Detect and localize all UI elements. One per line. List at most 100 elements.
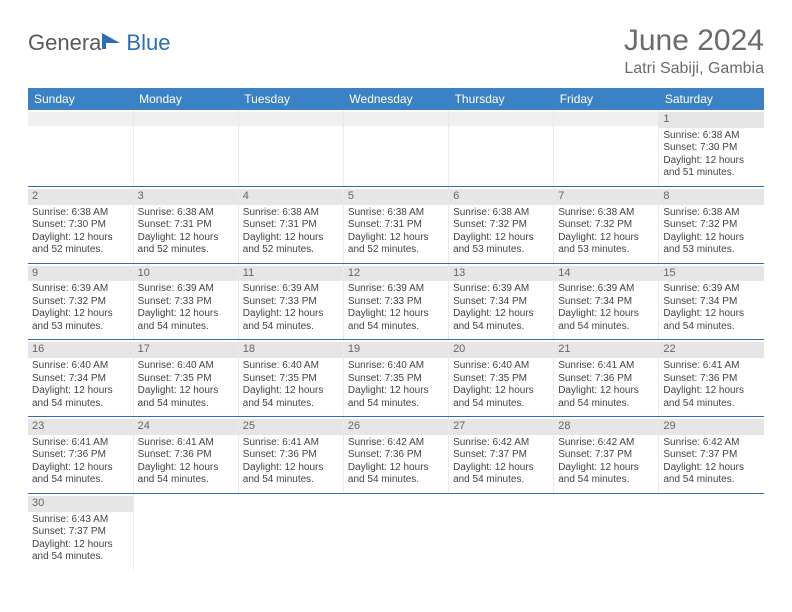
- day-number: 12: [344, 266, 448, 282]
- sunrise-text: Sunrise: 6:41 AM: [32, 437, 129, 450]
- title-block: June 2024 Latri Sabiji, Gambia: [624, 24, 764, 78]
- daylight-text: Daylight: 12 hours and 54 minutes.: [138, 385, 234, 410]
- sunrise-text: Sunrise: 6:38 AM: [243, 207, 339, 220]
- day-cell: 16Sunrise: 6:40 AMSunset: 7:34 PMDayligh…: [28, 340, 133, 417]
- sunset-text: Sunset: 7:35 PM: [138, 373, 234, 386]
- daylight-text: Daylight: 12 hours and 54 minutes.: [348, 462, 444, 487]
- day-number: 9: [28, 266, 133, 282]
- daylight-text: Daylight: 12 hours and 53 minutes.: [453, 232, 549, 257]
- daylight-text: Daylight: 12 hours and 53 minutes.: [663, 232, 760, 257]
- day-cell: 12Sunrise: 6:39 AMSunset: 7:33 PMDayligh…: [343, 263, 448, 340]
- sunset-text: Sunset: 7:36 PM: [663, 373, 760, 386]
- sunrise-text: Sunrise: 6:41 AM: [558, 360, 654, 373]
- sunrise-text: Sunrise: 6:39 AM: [348, 283, 444, 296]
- sunset-text: Sunset: 7:32 PM: [453, 219, 549, 232]
- day-number: 30: [28, 496, 133, 512]
- calendar-table: SundayMondayTuesdayWednesdayThursdayFrid…: [28, 88, 764, 570]
- calendar-row: 9Sunrise: 6:39 AMSunset: 7:32 PMDaylight…: [28, 263, 764, 340]
- daylight-text: Daylight: 12 hours and 54 minutes.: [348, 385, 444, 410]
- empty-cell: [28, 110, 133, 186]
- day-cell: 20Sunrise: 6:40 AMSunset: 7:35 PMDayligh…: [449, 340, 554, 417]
- sunrise-text: Sunrise: 6:41 AM: [243, 437, 339, 450]
- day-cell: 13Sunrise: 6:39 AMSunset: 7:34 PMDayligh…: [449, 263, 554, 340]
- daylight-text: Daylight: 12 hours and 54 minutes.: [32, 539, 129, 564]
- day-number: 2: [28, 189, 133, 205]
- daylight-text: Daylight: 12 hours and 51 minutes.: [663, 155, 760, 180]
- day-cell: 30Sunrise: 6:43 AMSunset: 7:37 PMDayligh…: [28, 493, 133, 569]
- daylight-text: Daylight: 12 hours and 54 minutes.: [663, 308, 760, 333]
- sunset-text: Sunset: 7:36 PM: [243, 449, 339, 462]
- empty-cell: [133, 110, 238, 186]
- sunset-text: Sunset: 7:34 PM: [32, 373, 129, 386]
- day-number: 22: [659, 342, 764, 358]
- sunset-text: Sunset: 7:36 PM: [348, 449, 444, 462]
- daylight-text: Daylight: 12 hours and 54 minutes.: [138, 462, 234, 487]
- day-number: 25: [239, 419, 343, 435]
- day-number: 5: [344, 189, 448, 205]
- empty-cell: [133, 493, 238, 569]
- sunset-text: Sunset: 7:32 PM: [32, 296, 129, 309]
- sunset-text: Sunset: 7:32 PM: [558, 219, 654, 232]
- sunset-text: Sunset: 7:30 PM: [32, 219, 129, 232]
- sunset-text: Sunset: 7:31 PM: [348, 219, 444, 232]
- day-cell: 2 Sunrise: 6:38 AMSunset: 7:30 PMDaylight…: [28, 186, 133, 263]
- daylight-text: Daylight: 12 hours and 54 minutes.: [558, 385, 654, 410]
- calendar-row: 1Sunrise: 6:38 AMSunset: 7:30 PMDaylight…: [28, 110, 764, 186]
- sunrise-text: Sunrise: 6:39 AM: [243, 283, 339, 296]
- sunrise-text: Sunrise: 6:38 AM: [348, 207, 444, 220]
- day-number: 24: [134, 419, 238, 435]
- day-number: 17: [134, 342, 238, 358]
- day-cell: 17 Sunrise: 6:40 AMSunset: 7:35 PMDayligh…: [133, 340, 238, 417]
- daylight-text: Daylight: 12 hours and 53 minutes.: [558, 232, 654, 257]
- day-cell: 28Sunrise: 6:42 AMSunset: 7:37 PMDayligh…: [554, 417, 659, 494]
- sunrise-text: Sunrise: 6:38 AM: [453, 207, 549, 220]
- day-cell: 25Sunrise: 6:41 AMSunset: 7:36 PMDayligh…: [238, 417, 343, 494]
- day-number: 8: [659, 189, 764, 205]
- day-cell: 1Sunrise: 6:38 AMSunset: 7:30 PMDaylight…: [659, 110, 764, 186]
- sunset-text: Sunset: 7:37 PM: [558, 449, 654, 462]
- daylight-text: Daylight: 12 hours and 52 minutes.: [32, 232, 129, 257]
- sunrise-text: Sunrise: 6:39 AM: [32, 283, 129, 296]
- sunset-text: Sunset: 7:37 PM: [453, 449, 549, 462]
- day-cell: 4Sunrise: 6:38 AMSunset: 7:31 PMDaylight…: [238, 186, 343, 263]
- daylight-text: Daylight: 12 hours and 54 minutes.: [453, 385, 549, 410]
- sunrise-text: Sunrise: 6:38 AM: [32, 207, 129, 220]
- day-cell: 29Sunrise: 6:42 AMSunset: 7:37 PMDayligh…: [659, 417, 764, 494]
- day-number: 29: [659, 419, 764, 435]
- empty-cell: [238, 493, 343, 569]
- sunrise-text: Sunrise: 6:41 AM: [663, 360, 760, 373]
- sunset-text: Sunset: 7:35 PM: [243, 373, 339, 386]
- header: Genera Blue June 2024 Latri Sabiji, Gamb…: [28, 24, 764, 78]
- sunrise-text: Sunrise: 6:42 AM: [663, 437, 760, 450]
- sunset-text: Sunset: 7:37 PM: [32, 526, 129, 539]
- blank-day-header: [239, 112, 343, 126]
- day-cell: 26Sunrise: 6:42 AMSunset: 7:36 PMDayligh…: [343, 417, 448, 494]
- day-cell: 7Sunrise: 6:38 AMSunset: 7:32 PMDaylight…: [554, 186, 659, 263]
- sunrise-text: Sunrise: 6:40 AM: [138, 360, 234, 373]
- sunset-text: Sunset: 7:31 PM: [138, 219, 234, 232]
- empty-cell: [554, 110, 659, 186]
- day-number: 26: [344, 419, 448, 435]
- day-cell: 19Sunrise: 6:40 AMSunset: 7:35 PMDayligh…: [343, 340, 448, 417]
- daylight-text: Daylight: 12 hours and 53 minutes.: [32, 308, 129, 333]
- logo-text-blue: Blue: [126, 30, 170, 56]
- blank-day-header: [134, 112, 238, 126]
- sunset-text: Sunset: 7:35 PM: [453, 373, 549, 386]
- page-title: June 2024: [624, 24, 764, 58]
- weekday-header: Wednesday: [343, 88, 448, 110]
- daylight-text: Daylight: 12 hours and 54 minutes.: [348, 308, 444, 333]
- sunset-text: Sunset: 7:35 PM: [348, 373, 444, 386]
- day-number: 14: [554, 266, 658, 282]
- sunset-text: Sunset: 7:36 PM: [558, 373, 654, 386]
- empty-cell: [449, 493, 554, 569]
- weekday-header: Thursday: [449, 88, 554, 110]
- calendar-body: 1Sunrise: 6:38 AMSunset: 7:30 PMDaylight…: [28, 110, 764, 570]
- logo: Genera Blue: [28, 30, 170, 56]
- sunset-text: Sunset: 7:37 PM: [663, 449, 760, 462]
- day-number: 11: [239, 266, 343, 282]
- weekday-header: Friday: [554, 88, 659, 110]
- daylight-text: Daylight: 12 hours and 54 minutes.: [453, 462, 549, 487]
- sunrise-text: Sunrise: 6:40 AM: [243, 360, 339, 373]
- sunset-text: Sunset: 7:30 PM: [663, 142, 760, 155]
- sunrise-text: Sunrise: 6:42 AM: [558, 437, 654, 450]
